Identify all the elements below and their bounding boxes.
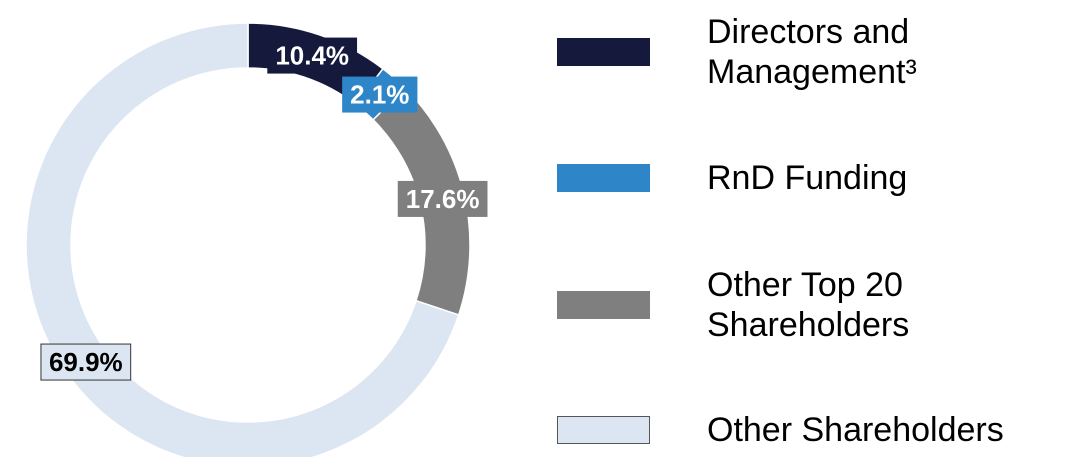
legend-swatch	[557, 164, 650, 192]
legend-label: Directors and Management³	[707, 13, 917, 91]
label-text: 2.1%	[350, 80, 409, 110]
legend-swatch	[557, 416, 650, 444]
label-box	[40, 343, 132, 381]
label-box	[397, 180, 488, 217]
legend-swatch	[557, 291, 650, 319]
legend-label: RnD Funding	[707, 159, 908, 197]
label-box	[267, 37, 358, 74]
data-label: 69.9%	[40, 343, 132, 381]
data-label: 2.1%	[342, 76, 418, 113]
data-label: 17.6%	[397, 180, 488, 217]
label-text: 17.6%	[406, 184, 480, 214]
legend-swatch	[557, 38, 650, 66]
label-text: 69.9%	[49, 347, 123, 377]
slice	[25, 22, 460, 457]
data-label: 10.4%	[267, 37, 358, 74]
legend-label: Other Shareholders	[707, 411, 1004, 449]
legend-label: Other Top 20 Shareholders	[707, 266, 910, 344]
label-box	[342, 76, 418, 113]
label-text: 10.4%	[275, 41, 349, 71]
